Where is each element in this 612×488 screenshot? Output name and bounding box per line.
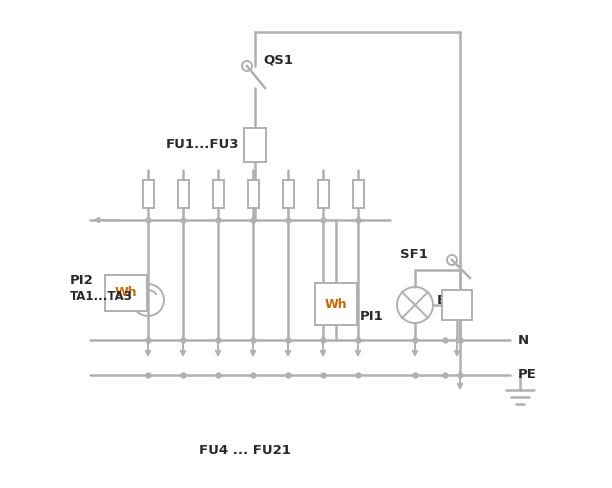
Text: QS1: QS1 <box>263 54 293 66</box>
Text: EL1: EL1 <box>437 293 464 306</box>
Text: FU1...FU3: FU1...FU3 <box>165 139 239 151</box>
Text: Wh: Wh <box>114 286 137 300</box>
Bar <box>143 180 154 208</box>
Bar <box>178 180 189 208</box>
Text: PI1: PI1 <box>360 310 384 324</box>
Bar <box>213 180 224 208</box>
Bar <box>353 180 364 208</box>
Bar <box>315 283 357 325</box>
Bar <box>442 290 472 320</box>
Bar <box>318 180 329 208</box>
Text: N: N <box>518 333 529 346</box>
Text: Wh: Wh <box>325 298 348 310</box>
Bar <box>105 275 147 311</box>
Bar <box>283 180 294 208</box>
Text: FU4 ... FU21: FU4 ... FU21 <box>199 444 291 456</box>
Bar <box>248 180 259 208</box>
Text: SF1: SF1 <box>400 247 428 261</box>
Text: TA1...TA3: TA1...TA3 <box>70 290 133 304</box>
Text: PI2: PI2 <box>70 273 94 286</box>
Text: PE: PE <box>518 368 537 382</box>
Bar <box>244 128 266 162</box>
